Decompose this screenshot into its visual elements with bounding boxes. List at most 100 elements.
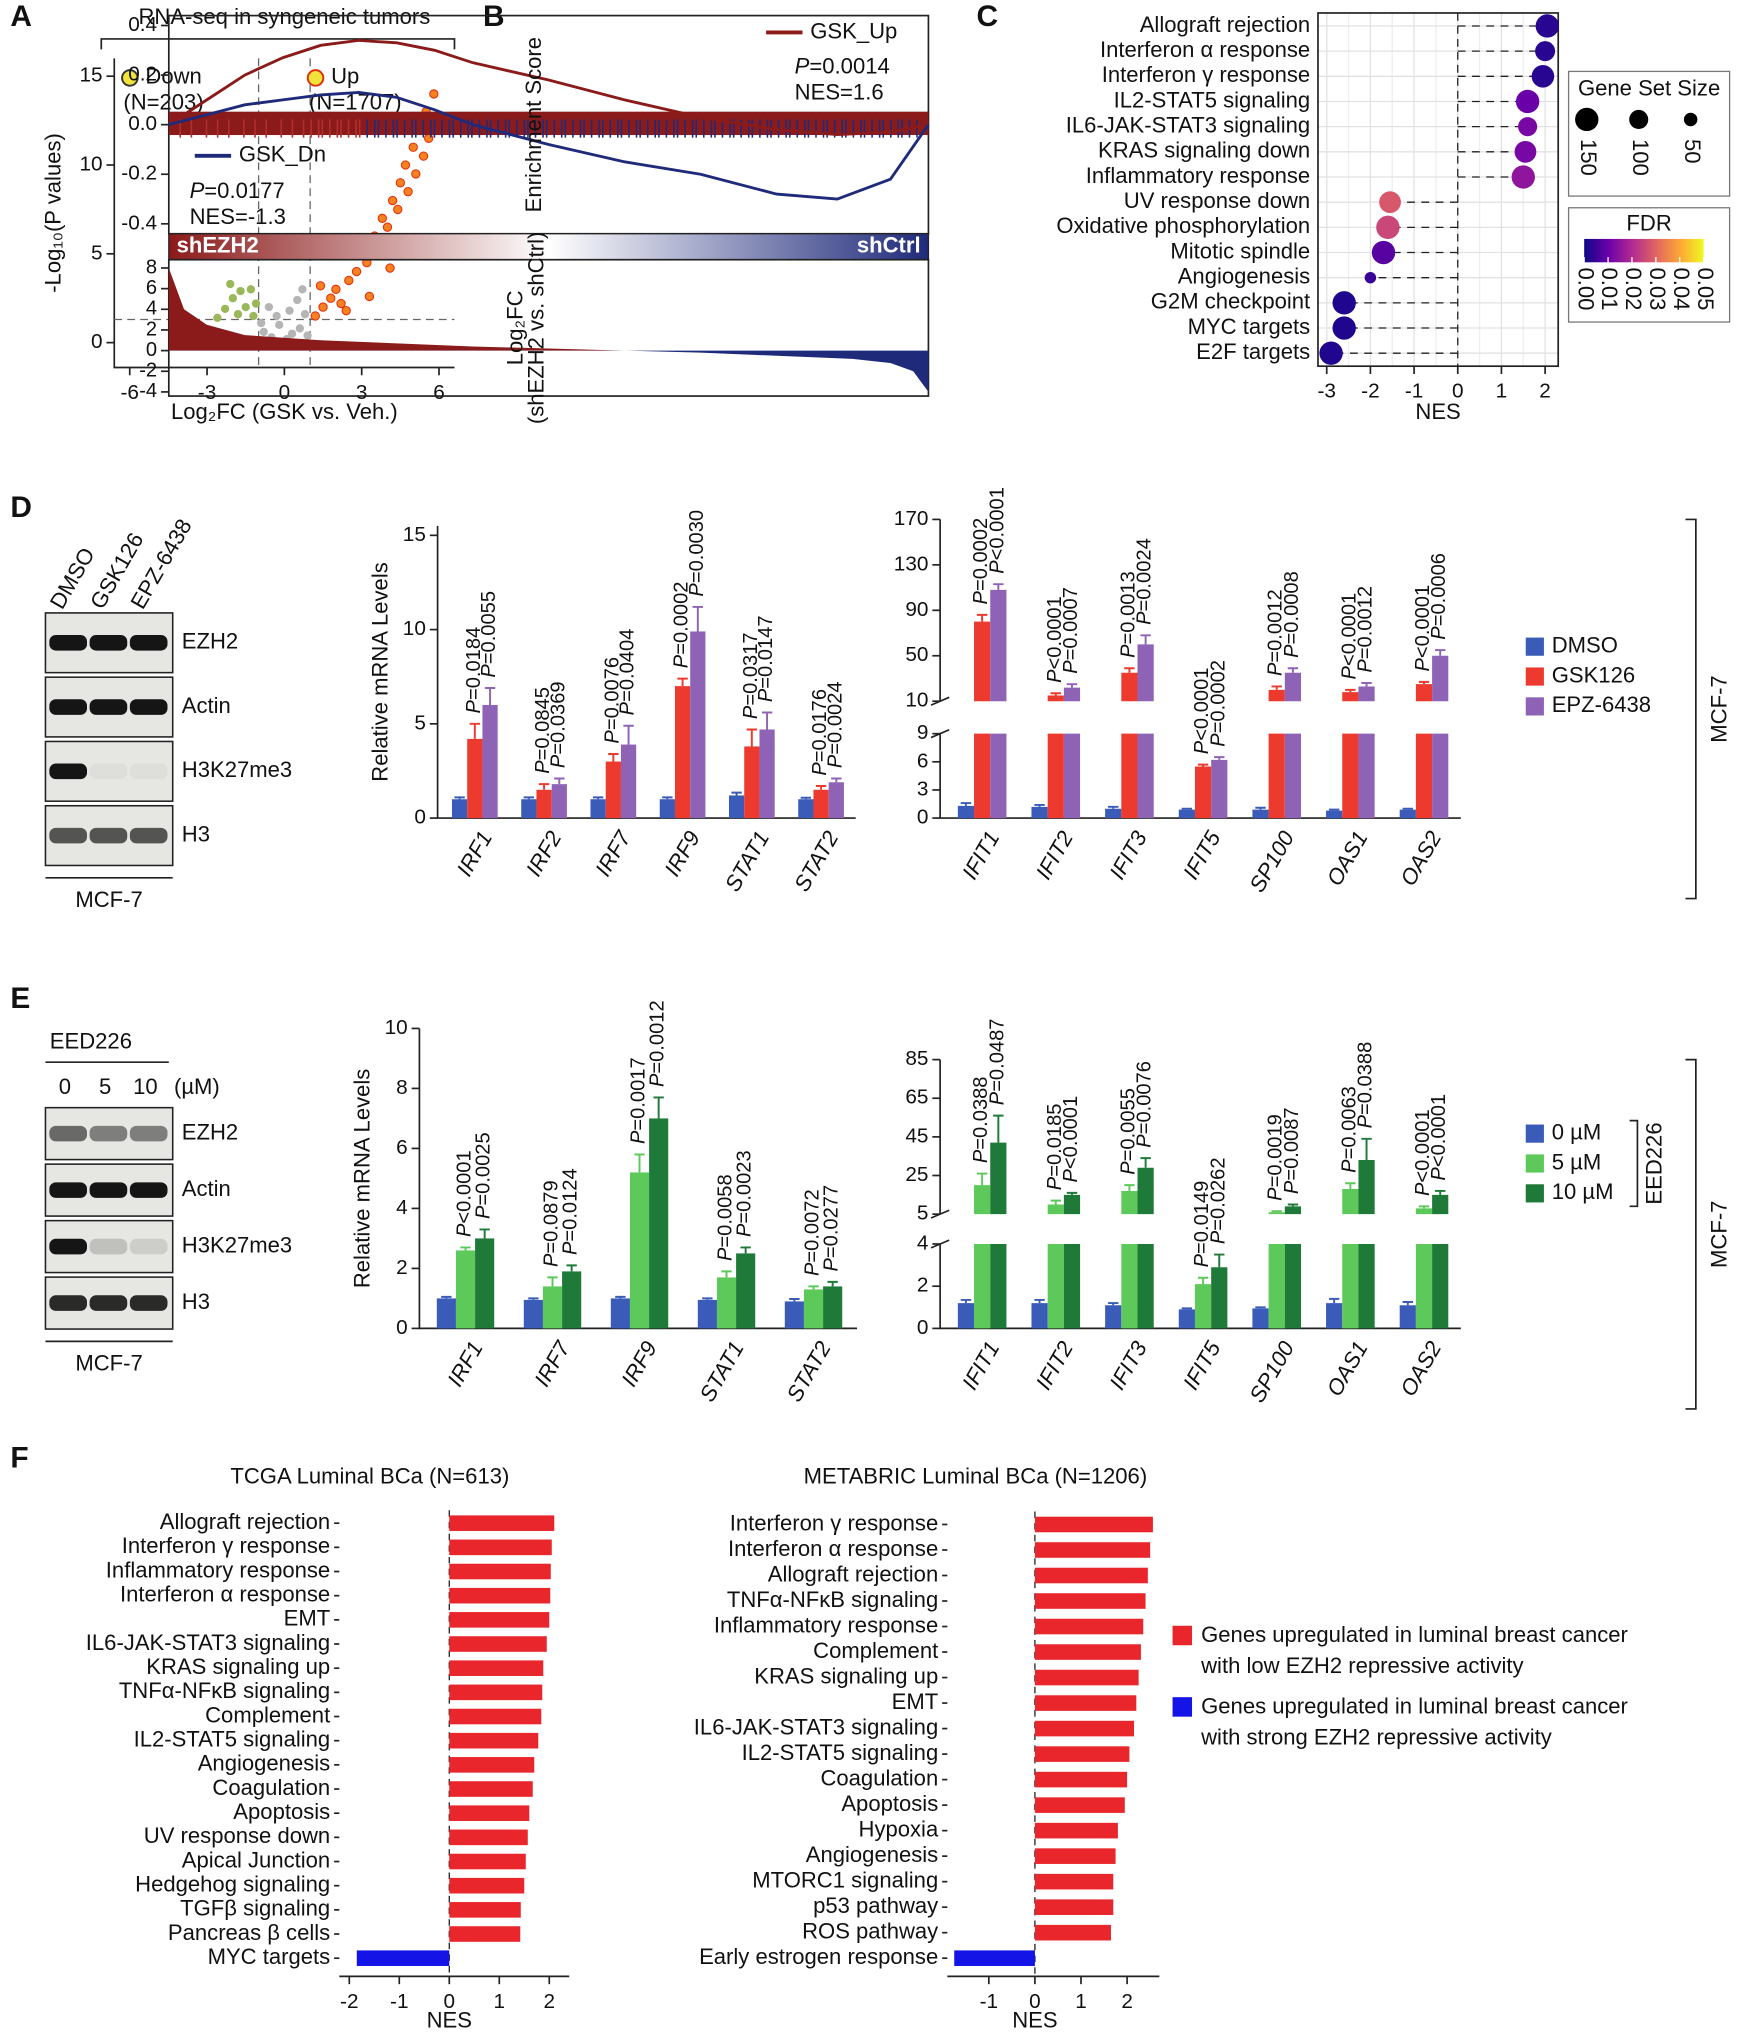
dot <box>1514 140 1537 163</box>
category-label: Allograft rejection <box>768 1561 938 1586</box>
x-tick-label: IFIT3 <box>1104 1336 1152 1394</box>
p-label: P=0.0006 <box>1429 553 1451 640</box>
error-bar <box>960 802 972 806</box>
y-tick-label: 0 <box>91 330 103 353</box>
p-label: P=0.0879 <box>541 1180 563 1267</box>
category-label: Apoptosis <box>233 1799 330 1824</box>
bar <box>744 746 760 819</box>
x-tick-label: IFIT2 <box>1031 1337 1078 1394</box>
dot <box>1531 65 1555 88</box>
dot <box>1535 41 1556 62</box>
point <box>395 178 406 188</box>
colorbar-label: 0.04 <box>1669 267 1694 310</box>
y-tick-label: 5 <box>917 1202 929 1225</box>
error-bar <box>615 1295 626 1299</box>
error-bar <box>746 728 758 747</box>
category-label: p53 pathway <box>813 1893 938 1918</box>
bar <box>1105 808 1122 819</box>
error-bar <box>800 796 812 800</box>
bar <box>974 1185 991 1329</box>
error-bar <box>469 722 481 739</box>
x-tick-label: OAS2 <box>1395 827 1446 890</box>
blot-band <box>49 763 87 780</box>
bar <box>659 799 675 819</box>
error-bar <box>1361 682 1372 687</box>
point <box>236 286 245 296</box>
p-label: P=0.0176 <box>809 689 831 776</box>
bar <box>1047 695 1064 819</box>
bar <box>449 1732 539 1749</box>
y-tick-label: 0 <box>396 1316 408 1339</box>
legend-swatch <box>1525 1124 1544 1143</box>
bar <box>1121 672 1138 819</box>
bar <box>1034 1516 1153 1533</box>
bar <box>798 799 814 819</box>
blot-band <box>49 634 87 651</box>
x-tick-label: OAS1 <box>1322 1337 1373 1400</box>
bar <box>716 1277 737 1329</box>
point <box>403 186 413 197</box>
bar <box>1284 672 1302 819</box>
side-label: MCF-7 <box>1706 1201 1731 1268</box>
bar <box>728 795 745 819</box>
x-tick-label: IFIT3 <box>1104 826 1152 884</box>
category-label: Angiogenesis <box>1178 264 1310 289</box>
x-tick-label: -2 <box>1361 380 1379 403</box>
p-label: P=0.0277 <box>821 1185 843 1272</box>
stat-label: P=0.0177 <box>190 178 285 203</box>
bar <box>759 729 775 819</box>
panel-label: B <box>483 0 505 33</box>
error-bar <box>1287 1203 1299 1207</box>
bar <box>449 1660 544 1676</box>
p-label: P=0.0023 <box>734 1150 756 1237</box>
colorbar-label: 0.03 <box>1645 267 1670 310</box>
category-label: KRAS signaling down <box>1098 138 1310 163</box>
bar <box>449 1587 551 1604</box>
bar <box>449 1781 533 1797</box>
y-axis-label: -Log₁₀(P values) <box>40 133 65 293</box>
point <box>408 142 418 152</box>
bar <box>1137 1167 1154 1329</box>
bar <box>990 1142 1007 1329</box>
y-tick-label: 6 <box>396 1136 408 1159</box>
blot-band <box>89 1125 128 1142</box>
x-tick-label: SP100 <box>1244 1336 1299 1406</box>
category-label: TNFα-NFκB signaling <box>119 1678 330 1703</box>
error-bar <box>1255 806 1266 810</box>
x-tick-label: 0 <box>1452 380 1464 403</box>
bar <box>1034 1593 1146 1609</box>
point <box>249 311 258 321</box>
legend-swatch <box>1525 1184 1544 1203</box>
category-label: Interferon γ response <box>1102 62 1310 87</box>
error-bar <box>789 1298 800 1302</box>
bar <box>1034 1899 1114 1915</box>
panel-label: F <box>10 1441 28 1474</box>
category-label: TNFα-NFκB signaling <box>727 1587 938 1612</box>
error-bar <box>653 1096 664 1119</box>
error-bar <box>608 753 619 762</box>
dot <box>1515 89 1540 114</box>
category-label: Pancreas β cells <box>168 1920 330 1945</box>
x-tick-label: IRF1 <box>442 1337 488 1391</box>
category-label: Interferon α response <box>120 1582 330 1607</box>
category-label: IL6-JAK-STAT3 signaling <box>86 1630 330 1655</box>
error-bar <box>1197 763 1209 767</box>
error-bar <box>1287 667 1299 673</box>
legend-label: Genes upregulated in luminal breast canc… <box>1201 1622 1628 1647</box>
y-tick-label: 2 <box>396 1256 408 1279</box>
point <box>377 213 387 223</box>
x-tick-label: -6 <box>120 381 138 404</box>
p-label: P=0.0012 <box>1355 586 1377 673</box>
bar <box>1268 689 1285 819</box>
point <box>272 311 281 321</box>
bar <box>1034 1695 1137 1711</box>
x-tick-label: 6 <box>433 381 445 404</box>
blot-band <box>49 827 87 844</box>
bar <box>449 1926 521 1942</box>
error-bar <box>1271 1210 1282 1213</box>
p-label: P=0.0072 <box>802 1189 824 1276</box>
category-label: Mitotic spindle <box>1170 238 1310 263</box>
colorbar <box>1584 238 1704 263</box>
bar <box>697 1299 717 1329</box>
